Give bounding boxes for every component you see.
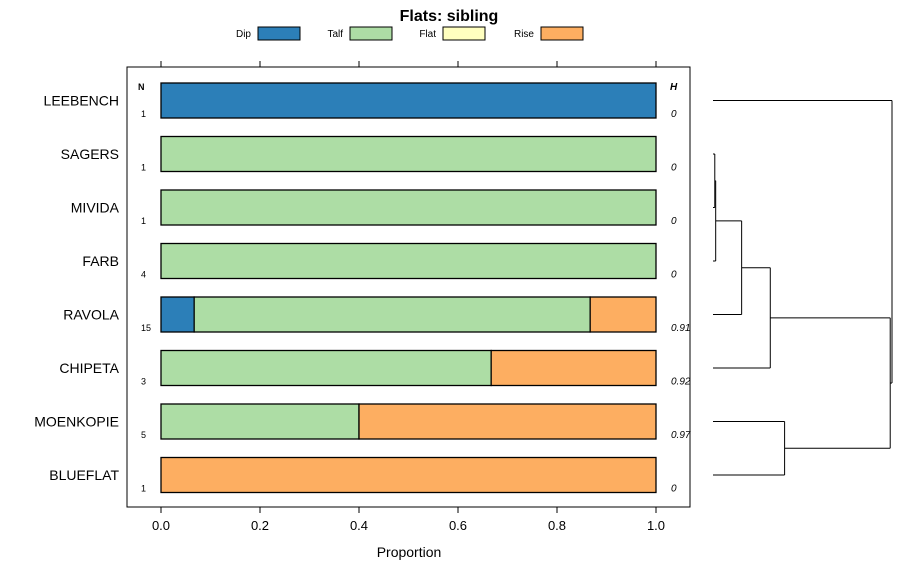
n-value: 1	[141, 109, 146, 119]
chart-title: Flats: sibling	[400, 8, 499, 25]
n-value: 1	[141, 163, 146, 173]
h-value: 0.91	[671, 323, 690, 334]
h-value: 0	[671, 163, 677, 174]
bar-segment-rise	[160, 456, 657, 494]
n-value: 4	[141, 270, 146, 280]
row-ravola: RAVOLA 15 0.91	[63, 296, 690, 334]
row-sagers: SAGERS 1 0	[61, 135, 677, 174]
row-label: CHIPETA	[59, 360, 119, 376]
h-value: 0	[671, 270, 677, 281]
h-value: 0	[671, 109, 677, 120]
row-chipeta: CHIPETA 3 0.92	[59, 349, 691, 388]
n-value: 1	[141, 216, 146, 226]
row-label: MIVIDA	[71, 200, 120, 216]
bar-segment-talf	[160, 242, 657, 280]
h-header: H	[670, 82, 678, 93]
row-label: RAVOLA	[63, 307, 119, 323]
bar-segment-talf	[160, 349, 492, 387]
x-axis-title: Proportion	[377, 544, 442, 560]
x-tick-label: 0.2	[251, 518, 269, 533]
legend: Dip Talf Flat Rise	[236, 26, 584, 41]
legend-label-rise: Rise	[514, 29, 534, 40]
row-label: LEEBENCH	[44, 93, 119, 109]
n-value: 5	[141, 430, 146, 440]
bar-segment-talf	[160, 403, 360, 440]
row-leebench: LEEBENCH 1 0	[44, 82, 677, 120]
legend-swatch-dip	[257, 26, 301, 41]
row-moenkopie: MOENKOPIE 5 0.97	[34, 403, 691, 441]
n-value: 15	[141, 323, 151, 333]
bar-segment-talf	[160, 189, 657, 226]
row-blueflat: BLUEFLAT 1 0	[49, 456, 677, 495]
n-value: 3	[141, 377, 146, 387]
row-farb: FARB 4 0	[82, 242, 677, 281]
bar-segment-rise	[490, 349, 657, 387]
dendrogram	[713, 100, 893, 476]
legend-label-dip: Dip	[236, 29, 251, 40]
row-label: MOENKOPIE	[34, 414, 119, 430]
legend-label-talf: Talf	[327, 29, 343, 40]
row-mivida: MIVIDA 1 0	[71, 189, 677, 227]
row-label: FARB	[82, 253, 119, 269]
x-tick-label: 0.8	[548, 518, 566, 533]
n-value: 1	[141, 484, 146, 494]
x-tick-label: 0.6	[449, 518, 467, 533]
x-tick-label: 0.4	[350, 518, 368, 533]
legend-swatch-talf	[349, 26, 393, 41]
legend-label-flat: Flat	[419, 29, 436, 40]
bar-segment-talf	[193, 296, 591, 333]
bar-segment-rise	[589, 296, 657, 333]
plot-frame	[126, 66, 691, 508]
h-value: 0.92	[671, 377, 691, 388]
n-header: N	[138, 82, 145, 92]
x-axis: 0.0 0.2 0.4 0.6 0.8 1.0	[152, 61, 665, 533]
legend-swatch-rise	[540, 26, 584, 41]
legend-swatch-flat	[442, 26, 486, 41]
row-label: SAGERS	[61, 146, 119, 162]
bar-segment-dip	[160, 82, 657, 119]
bar-segment-talf	[160, 135, 657, 173]
bar-segment-rise	[358, 403, 657, 440]
h-value: 0	[671, 484, 677, 495]
row-label: BLUEFLAT	[49, 467, 119, 483]
bar-segment-dip	[160, 296, 195, 333]
h-value: 0.97	[671, 430, 691, 441]
h-value: 0	[671, 216, 677, 227]
x-tick-label: 1.0	[647, 518, 665, 533]
x-tick-label: 0.0	[152, 518, 170, 533]
